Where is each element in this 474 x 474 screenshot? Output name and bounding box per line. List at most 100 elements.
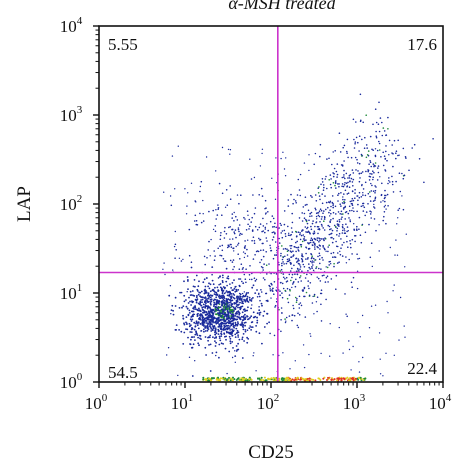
scatter-point — [321, 225, 323, 227]
scatter-point — [228, 304, 231, 306]
scatter-point — [345, 256, 347, 258]
scatter-point — [228, 350, 231, 353]
scatter-point — [234, 321, 237, 324]
scatter-point — [270, 297, 272, 299]
scatter-point — [207, 323, 209, 326]
scatter-point — [374, 189, 377, 192]
scatter-point — [241, 268, 244, 270]
scatter-point — [340, 164, 343, 166]
scatter-point — [188, 296, 190, 299]
scatter-point — [326, 379, 328, 381]
scatter-point — [218, 378, 221, 381]
scatter-point — [193, 279, 196, 281]
scatter-point — [195, 201, 197, 203]
scatter-point — [180, 291, 183, 294]
scatter-point — [301, 212, 304, 214]
scatter-point — [360, 119, 362, 122]
scatter-point — [365, 211, 368, 213]
scatter-point — [282, 352, 284, 354]
scatter-point — [388, 180, 390, 182]
scatter-point — [214, 230, 217, 233]
scatter-point — [207, 312, 209, 315]
scatter-point — [244, 329, 247, 331]
scatter-point — [294, 200, 297, 202]
scatter-point — [305, 247, 308, 249]
scatter-point — [397, 154, 399, 157]
scatter-point — [287, 225, 289, 228]
scatter-point — [314, 238, 317, 241]
scatter-point — [306, 203, 308, 206]
scatter-point — [305, 231, 307, 233]
scatter-point — [339, 250, 341, 253]
scatter-point — [286, 254, 289, 256]
scatter-point — [203, 255, 206, 258]
scatter-point — [376, 149, 379, 152]
scatter-point — [203, 318, 205, 321]
scatter-point — [233, 297, 236, 300]
scatter-point — [358, 191, 361, 194]
scatter-point — [201, 314, 204, 317]
scatter-point — [303, 217, 306, 219]
scatter-point — [229, 243, 231, 246]
scatter-point — [266, 312, 268, 315]
scatter-point — [357, 378, 360, 381]
scatter-point — [188, 228, 191, 231]
scatter-point — [258, 226, 261, 229]
scatter-point — [274, 254, 276, 256]
scatter-point — [208, 336, 211, 339]
scatter-point — [377, 167, 379, 169]
scatter-point — [377, 171, 380, 174]
scatter-point — [262, 315, 265, 317]
scatter-point — [395, 152, 397, 154]
scatter-point — [295, 235, 298, 238]
scatter-point — [227, 313, 230, 316]
scatter-point — [220, 313, 222, 315]
scatter-point — [249, 299, 251, 302]
scatter-point — [318, 228, 321, 230]
scatter-point — [237, 342, 240, 345]
scatter-point — [242, 333, 245, 335]
scatter-point — [402, 177, 405, 180]
scatter-point — [342, 352, 344, 354]
scatter-point — [185, 213, 188, 215]
scatter-point — [227, 331, 230, 334]
scatter-point — [309, 212, 311, 215]
scatter-point — [323, 274, 325, 277]
scatter-point — [231, 308, 234, 311]
scatter-point — [177, 145, 179, 147]
scatter-point — [258, 309, 261, 312]
scatter-point — [311, 267, 313, 270]
scatter-point — [215, 296, 218, 299]
scatter-point — [269, 288, 272, 290]
scatter-point — [335, 274, 338, 277]
scatter-point — [337, 252, 339, 254]
scatter-point — [253, 242, 256, 244]
scatter-point — [215, 218, 217, 220]
scatter-point — [228, 376, 230, 379]
scatter-point — [393, 354, 395, 356]
scatter-point — [301, 229, 304, 231]
scatter-point — [357, 199, 359, 202]
scatter-point — [310, 211, 313, 214]
scatter-point — [360, 205, 363, 208]
scatter-point — [242, 308, 245, 311]
scatter-point — [320, 292, 323, 295]
scatter-point — [190, 338, 192, 341]
scatter-point — [190, 182, 193, 184]
scatter-point — [211, 289, 214, 292]
scatter-point — [336, 173, 339, 176]
scatter-point — [281, 236, 284, 239]
scatter-point — [333, 265, 335, 268]
scatter-point — [335, 180, 337, 182]
scatter-point — [358, 361, 360, 363]
scatter-point — [318, 252, 321, 255]
scatter-point — [251, 326, 254, 328]
scatter-point — [211, 311, 213, 314]
scatter-point — [209, 290, 212, 293]
scatter-point — [236, 329, 239, 332]
scatter-point — [202, 306, 205, 308]
scatter-point — [262, 266, 264, 269]
scatter-point — [267, 211, 269, 213]
scatter-point — [227, 315, 230, 318]
scatter-point — [242, 326, 245, 328]
